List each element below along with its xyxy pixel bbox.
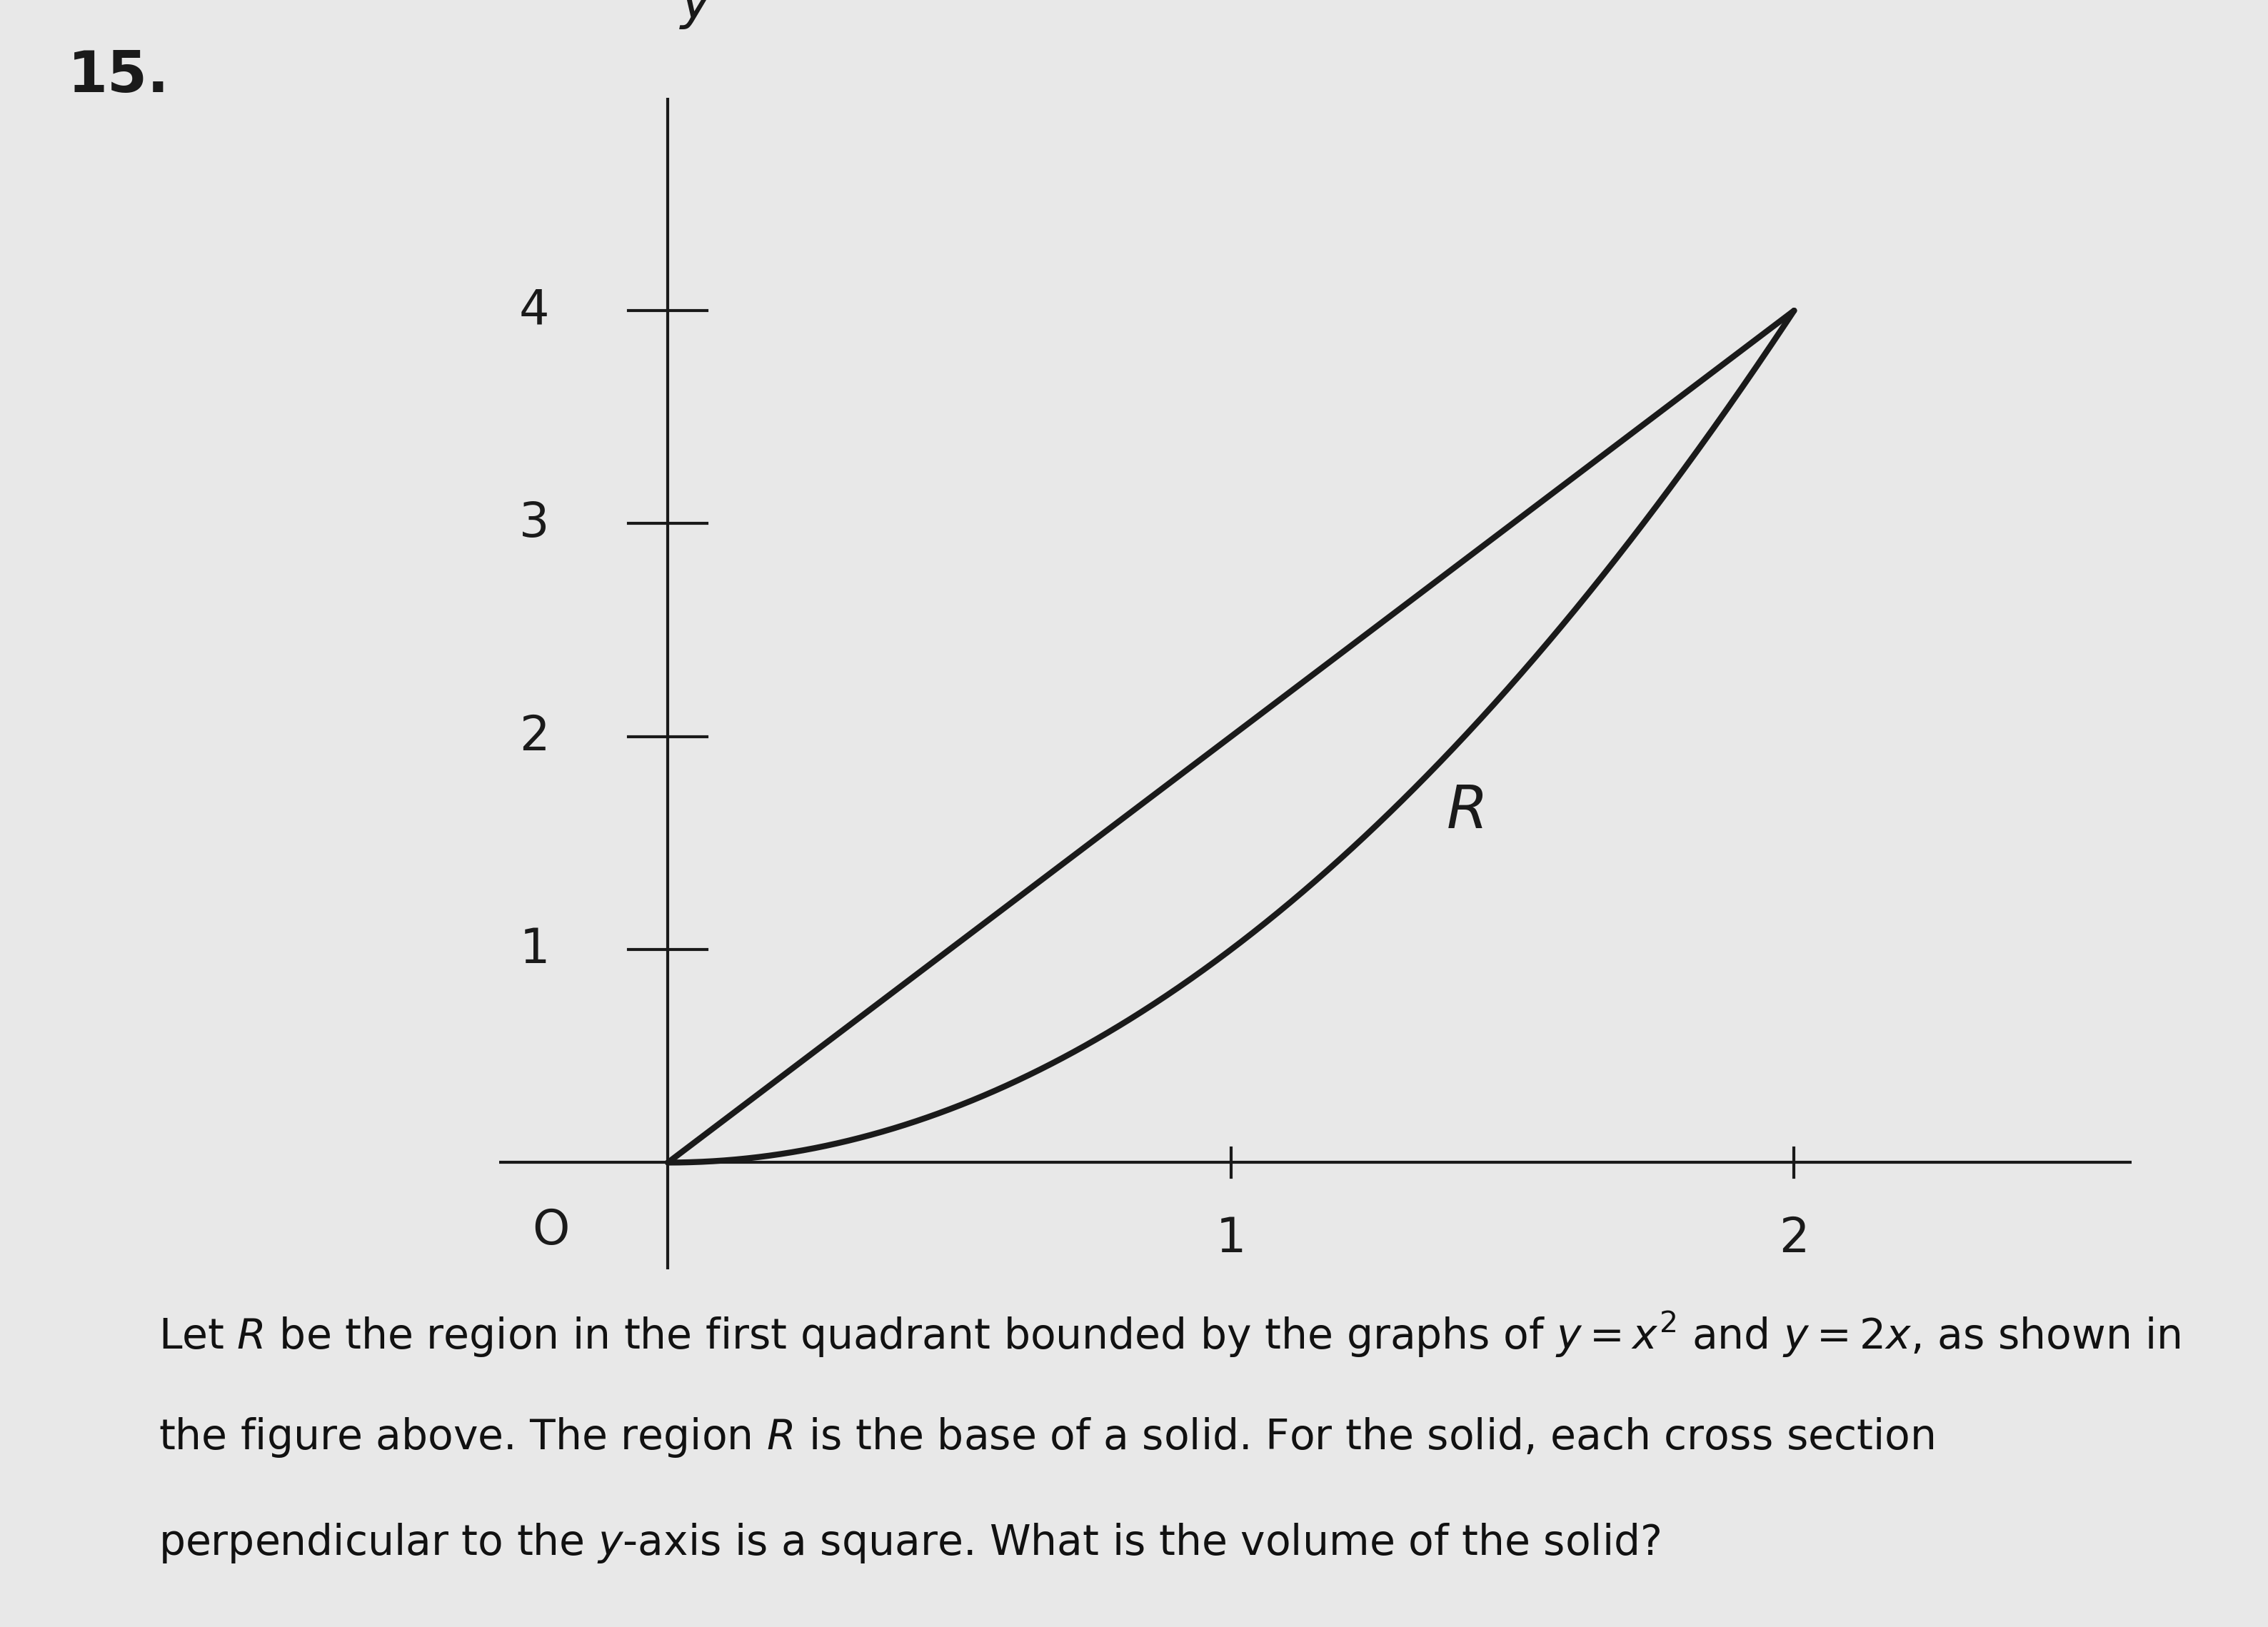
Text: 2: 2: [519, 713, 549, 760]
Text: 1: 1: [1216, 1215, 1245, 1263]
Text: 3: 3: [519, 499, 549, 547]
Text: O: O: [533, 1207, 569, 1254]
Text: the figure above. The region $\mathit{R}$ is the base of a solid. For the solid,: the figure above. The region $\mathit{R}…: [159, 1415, 1935, 1459]
Text: perpendicular to the $\mathit{y}$-axis is a square. What is the volume of the so: perpendicular to the $\mathit{y}$-axis i…: [159, 1521, 1660, 1565]
Text: 1: 1: [519, 926, 549, 973]
Text: Let $\mathit{R}$ be the region in the first quadrant bounded by the graphs of $y: Let $\mathit{R}$ be the region in the fi…: [159, 1310, 2182, 1359]
Text: R: R: [1447, 783, 1488, 840]
Text: y: y: [680, 0, 712, 29]
Text: 4: 4: [519, 286, 549, 334]
Text: 15.: 15.: [68, 49, 170, 104]
Text: 2: 2: [1778, 1215, 1810, 1263]
